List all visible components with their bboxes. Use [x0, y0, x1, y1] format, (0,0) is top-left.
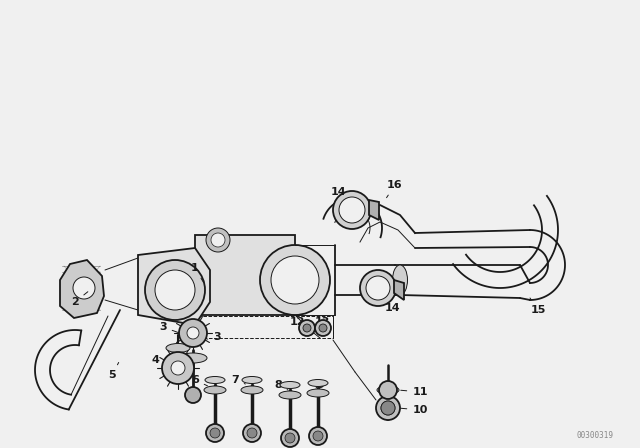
Ellipse shape	[179, 353, 207, 363]
Text: 14: 14	[380, 297, 400, 313]
Text: 16: 16	[387, 180, 403, 198]
Ellipse shape	[279, 391, 301, 399]
Bar	[195, 235, 295, 315]
Circle shape	[319, 324, 327, 332]
Circle shape	[206, 228, 230, 252]
Text: 8: 8	[274, 380, 288, 390]
Circle shape	[339, 197, 365, 223]
Circle shape	[299, 320, 315, 336]
Circle shape	[360, 270, 396, 306]
Circle shape	[333, 191, 371, 229]
Circle shape	[313, 431, 323, 441]
Text: 1: 1	[191, 263, 204, 283]
Circle shape	[281, 429, 299, 447]
Circle shape	[179, 319, 207, 347]
Polygon shape	[394, 280, 404, 300]
Circle shape	[376, 396, 400, 420]
Polygon shape	[378, 396, 398, 420]
Text: 13: 13	[314, 317, 330, 327]
Circle shape	[185, 387, 201, 403]
Circle shape	[73, 277, 95, 299]
Ellipse shape	[377, 386, 399, 394]
Text: 5: 5	[108, 362, 118, 380]
Text: 3: 3	[159, 322, 182, 334]
Text: 6: 6	[191, 375, 207, 386]
Text: 11: 11	[401, 387, 428, 397]
Ellipse shape	[204, 386, 226, 394]
Ellipse shape	[242, 376, 262, 383]
Bar	[193, 316, 333, 338]
Circle shape	[247, 428, 257, 438]
Polygon shape	[60, 260, 104, 318]
Circle shape	[155, 270, 195, 310]
Circle shape	[210, 428, 220, 438]
Circle shape	[162, 352, 194, 384]
Ellipse shape	[166, 344, 190, 353]
Ellipse shape	[205, 376, 225, 383]
Circle shape	[309, 427, 327, 445]
Text: 4: 4	[151, 355, 170, 365]
Text: 12: 12	[289, 317, 305, 327]
Circle shape	[303, 324, 311, 332]
Text: 00300319: 00300319	[577, 431, 614, 439]
Ellipse shape	[307, 389, 329, 397]
Circle shape	[260, 245, 330, 315]
Circle shape	[379, 381, 397, 399]
Circle shape	[243, 424, 261, 442]
Ellipse shape	[392, 265, 408, 295]
Circle shape	[206, 424, 224, 442]
Circle shape	[211, 233, 225, 247]
Circle shape	[145, 260, 205, 320]
Circle shape	[315, 320, 331, 336]
Polygon shape	[138, 248, 210, 325]
Text: 3: 3	[208, 332, 221, 342]
Circle shape	[381, 401, 395, 415]
Text: 2: 2	[71, 292, 88, 307]
Text: 15: 15	[530, 298, 546, 315]
Ellipse shape	[308, 379, 328, 387]
Circle shape	[187, 327, 199, 339]
Polygon shape	[369, 200, 379, 220]
Text: 9: 9	[316, 380, 324, 390]
Text: 7: 7	[231, 375, 245, 385]
Text: 14: 14	[330, 187, 350, 208]
Circle shape	[271, 256, 319, 304]
Circle shape	[381, 401, 395, 415]
Circle shape	[366, 276, 390, 300]
Text: 10: 10	[401, 405, 428, 415]
Circle shape	[171, 361, 185, 375]
Circle shape	[285, 433, 295, 443]
Ellipse shape	[280, 382, 300, 388]
Ellipse shape	[241, 386, 263, 394]
